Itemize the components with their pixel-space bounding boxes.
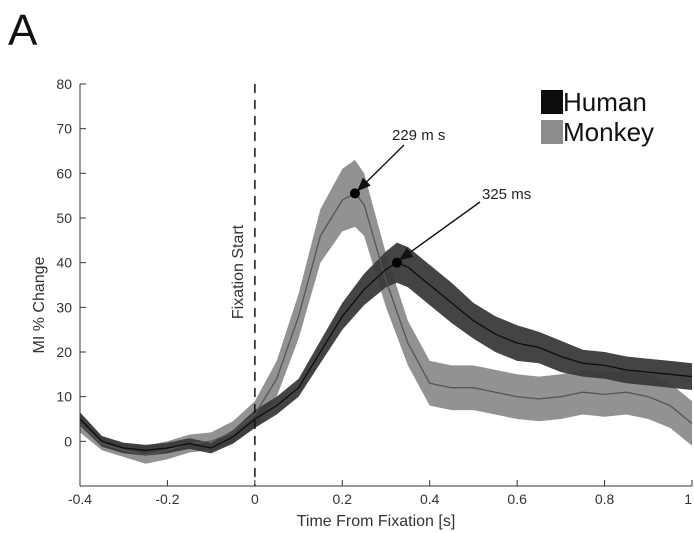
- x-tick-label: 0.4: [420, 491, 440, 507]
- line-human: [80, 261, 693, 451]
- fixation-start-label: Fixation Start: [230, 224, 247, 319]
- y-tick-label: 70: [56, 121, 72, 137]
- x-tick-label: -0.4: [68, 491, 92, 507]
- y-tick-label: 60: [56, 165, 72, 181]
- x-tick-label: 0.8: [595, 491, 615, 507]
- legend: Human Monkey: [541, 87, 654, 147]
- x-tick-label: 0.6: [507, 491, 527, 507]
- y-tick-label: 0: [64, 433, 72, 449]
- x-tick-label: 0: [251, 491, 259, 507]
- y-axis-label: MI % Change: [31, 256, 48, 353]
- y-tick-label: 50: [56, 210, 72, 226]
- x-axis-label: Time From Fixation [s]: [297, 513, 456, 530]
- y-tick-label: 80: [56, 76, 72, 92]
- legend-swatch-human: [541, 90, 563, 114]
- legend-label-monkey: Monkey: [563, 117, 654, 147]
- y-tick-label: 40: [56, 255, 72, 271]
- peak-arrow: [356, 144, 405, 192]
- x-tick-label: -0.2: [155, 491, 179, 507]
- annotation-human-peak: 325 ms: [482, 186, 531, 203]
- y-tick-label: 30: [56, 299, 72, 315]
- axes: 0 10 20 30 40 50 60 70 80 -0.4 -0.2 0 0.2 0.4 0.6 0.8 1: [56, 76, 693, 507]
- y-tick-label: 10: [56, 389, 72, 405]
- band-monkey: [80, 159, 692, 464]
- peak-markers: [349, 144, 481, 268]
- x-tick-label: 0.2: [333, 491, 353, 507]
- x-tick-label: 1: [684, 491, 692, 507]
- band-human: [80, 242, 692, 456]
- series-bands: [80, 159, 692, 464]
- y-tick-label: 20: [56, 344, 72, 360]
- legend-swatch-monkey: [541, 120, 563, 144]
- panel-letter: A: [8, 6, 38, 55]
- series-lines: [80, 192, 693, 456]
- peak-arrow: [398, 201, 481, 261]
- annotation-monkey-peak: 229 m s: [392, 127, 445, 144]
- legend-label-human: Human: [563, 87, 647, 117]
